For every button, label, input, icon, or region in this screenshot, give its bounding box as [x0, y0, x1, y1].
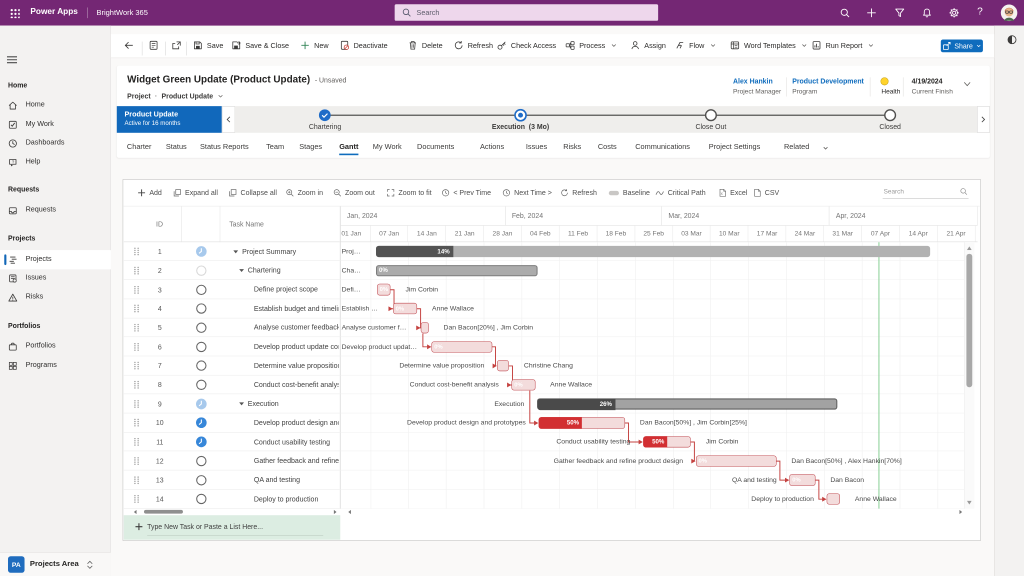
- svg-text:X: X: [721, 192, 724, 196]
- svg-text:?: ?: [12, 160, 15, 165]
